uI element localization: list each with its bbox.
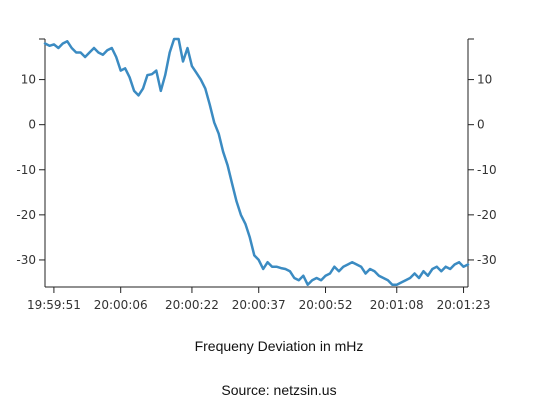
y-tick-label-right: -10 [477, 163, 497, 177]
source-credit: Source: netzsin.us [221, 382, 337, 398]
x-tick-label: 19:59:51 [27, 298, 81, 312]
y-tick-label-right: 10 [477, 73, 492, 87]
chart-ticks: -30 -30 -20 -20 -10 -10 0 0 10 10 19:59:51 20:00:06… [16, 73, 496, 312]
chart-axes [39, 38, 474, 288]
x-tick-label: 20:01:08 [370, 298, 424, 312]
y-tick-label-right: 0 [477, 118, 485, 132]
y-tick-label-right: -20 [477, 208, 497, 222]
x-tick-label: 20:00:06 [94, 298, 148, 312]
x-axis-label: Frequeny Deviation in mHz [194, 338, 364, 354]
y-tick-label-right: -30 [477, 253, 497, 267]
y-tick-label-left: 10 [21, 73, 36, 87]
y-tick-label-left: -20 [16, 208, 36, 222]
y-tick-label-left: -30 [16, 253, 36, 267]
y-tick-label-left: -10 [16, 163, 36, 177]
x-tick-label: 20:00:37 [232, 298, 286, 312]
series-line-0 [43, 37, 470, 286]
x-tick-label: 20:00:22 [165, 298, 219, 312]
y-tick-label-left: 0 [28, 118, 36, 132]
x-tick-label: 20:00:52 [299, 298, 353, 312]
chart-series-group [43, 37, 470, 286]
frequency-deviation-line-chart: -30 -30 -20 -20 -10 -10 0 0 10 10 19:59:51 20:00:06… [16, 37, 497, 312]
x-tick-label: 20:01:23 [437, 298, 491, 312]
